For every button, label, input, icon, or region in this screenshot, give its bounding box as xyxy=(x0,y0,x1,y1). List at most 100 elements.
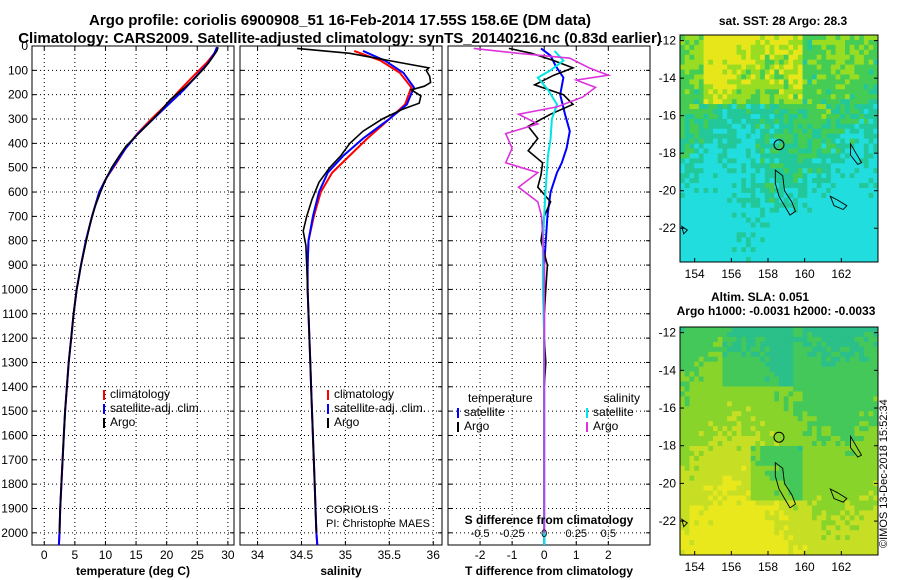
map-cell xyxy=(821,441,827,447)
map-cell xyxy=(713,331,719,338)
map-cell xyxy=(783,445,789,452)
map-cell xyxy=(797,426,803,432)
map-cell xyxy=(863,84,869,90)
map-cell xyxy=(779,381,785,387)
map-cell xyxy=(793,530,799,536)
map-cell xyxy=(783,361,789,368)
map-cell xyxy=(821,445,827,452)
map-cell xyxy=(788,361,794,368)
map-cell xyxy=(816,113,822,120)
map-cell xyxy=(689,207,695,214)
map-cell xyxy=(859,475,865,482)
map-cell xyxy=(750,396,756,402)
map-cell xyxy=(783,247,789,253)
map-cell xyxy=(755,525,761,531)
map-cell xyxy=(816,148,822,154)
y-tick-label: 700 xyxy=(8,209,28,223)
map-cell xyxy=(694,173,700,179)
map-cell xyxy=(779,237,785,243)
map-cell xyxy=(722,455,728,462)
map-cell xyxy=(680,113,686,120)
map-cell xyxy=(722,386,728,392)
map-cell xyxy=(731,450,737,457)
map-cell xyxy=(821,480,827,487)
map-cell xyxy=(750,158,756,164)
map-cell xyxy=(816,99,822,105)
map-cell xyxy=(689,232,695,238)
map-cell xyxy=(854,163,860,169)
map-cell xyxy=(830,500,836,506)
map-cell xyxy=(764,475,770,482)
map-cell xyxy=(859,455,865,462)
map-cell xyxy=(830,109,836,115)
sla-map-subtitle: Argo h1000: -0.0031 h2000: -0.0033 xyxy=(677,304,876,318)
map-cell xyxy=(689,44,695,51)
map-cell xyxy=(713,153,719,159)
map-cell xyxy=(802,475,808,482)
map-cell xyxy=(722,232,728,238)
map-cell xyxy=(727,371,733,377)
map-cell xyxy=(840,138,846,144)
map-cell xyxy=(868,54,874,61)
map-cell xyxy=(713,212,719,218)
map-cell xyxy=(802,376,808,382)
map-cell xyxy=(713,530,719,536)
map-cell xyxy=(835,361,841,368)
map-cell xyxy=(722,520,728,526)
map-cell xyxy=(849,366,855,373)
map-cell xyxy=(807,84,813,90)
map-cell xyxy=(849,465,855,472)
map-cell xyxy=(703,465,709,472)
map-cell xyxy=(821,371,827,377)
map-cell xyxy=(812,520,818,526)
map-cell xyxy=(854,495,860,501)
map-cell xyxy=(793,421,799,427)
map-cell xyxy=(694,391,700,397)
map-cell xyxy=(793,331,799,338)
map-cell xyxy=(802,455,808,462)
map-cell xyxy=(774,450,780,457)
map-cell xyxy=(854,366,860,373)
map-cell xyxy=(717,252,723,258)
map-cell xyxy=(807,163,813,169)
map-cell xyxy=(797,183,803,189)
map-cell xyxy=(863,465,869,472)
map-cell xyxy=(746,396,752,402)
map-cell xyxy=(764,242,770,248)
map-cell xyxy=(793,128,799,135)
map-cell xyxy=(680,475,686,482)
map-cell xyxy=(812,401,818,407)
map-cell xyxy=(684,109,690,115)
map-cell xyxy=(779,376,785,382)
map-cell xyxy=(840,470,846,477)
map-cell xyxy=(684,505,690,511)
map-cell xyxy=(708,386,714,392)
map-cell xyxy=(680,39,686,46)
map-cell xyxy=(830,257,836,263)
map-cell xyxy=(840,535,846,541)
map-cell xyxy=(868,530,874,536)
map-cell xyxy=(830,336,836,343)
map-cell xyxy=(774,232,780,238)
map-cell xyxy=(722,500,728,506)
map-cell xyxy=(708,336,714,343)
reef-outline xyxy=(774,461,797,509)
map-cell xyxy=(812,153,818,159)
map-cell xyxy=(854,441,860,447)
x-tick-label: 2 xyxy=(605,548,612,562)
map-cell xyxy=(807,44,813,51)
map-cell xyxy=(703,242,709,248)
map-cell xyxy=(708,138,714,144)
map-cell xyxy=(830,148,836,154)
x-tick-label: 162 xyxy=(831,560,851,574)
map-cell xyxy=(708,44,714,51)
map-cell xyxy=(684,450,690,457)
map-cell xyxy=(849,187,855,194)
map-cell xyxy=(713,460,719,467)
map-cell xyxy=(708,525,714,531)
map-cell xyxy=(816,118,822,125)
map-cell xyxy=(802,109,808,115)
map-cell xyxy=(727,391,733,397)
map-cell xyxy=(783,212,789,218)
map-cell xyxy=(708,128,714,135)
